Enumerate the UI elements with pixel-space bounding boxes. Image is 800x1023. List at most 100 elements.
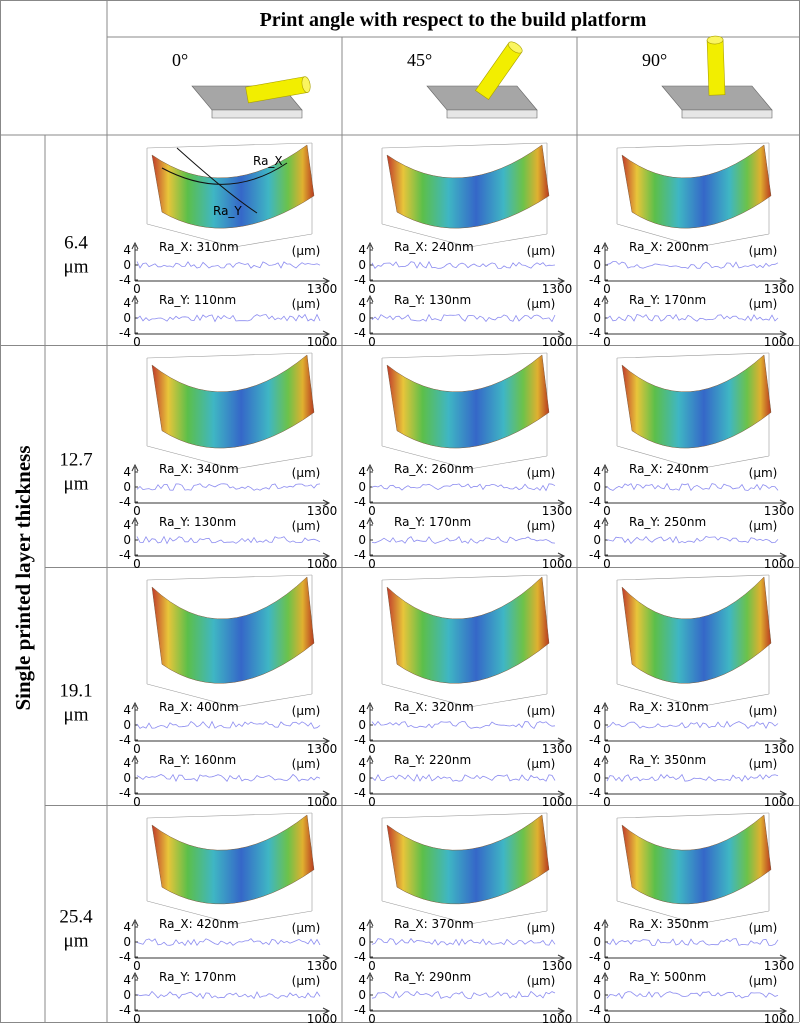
surface-plot <box>381 142 550 248</box>
roughness-label: Ra_X: 370nm <box>394 917 474 931</box>
wireframe <box>146 683 235 708</box>
surface-plot <box>616 142 772 248</box>
arrow <box>322 954 331 962</box>
arrow <box>131 241 139 250</box>
profile-trace <box>136 990 321 1000</box>
y-tick-label: 0 <box>123 771 131 785</box>
cylinder-end <box>301 76 311 93</box>
wireframe <box>146 812 313 819</box>
wireframe <box>146 142 313 149</box>
surface-plot <box>616 352 772 470</box>
surface-annotation: Ra_Y <box>213 204 242 218</box>
roughness-label: Ra_X: 200nm <box>629 240 709 254</box>
x-tick-label: 0 <box>603 504 611 518</box>
roughness-label: Ra_Y: 350nm <box>629 753 706 767</box>
profile-trace <box>371 536 556 544</box>
y-tick-label: 0 <box>123 258 131 272</box>
arrow <box>322 737 331 745</box>
roughness-label: Ra_X: 240nm <box>629 462 709 476</box>
roughness-label: Ra_Y: 130nm <box>159 515 236 529</box>
profile-trace <box>136 483 321 491</box>
x-tick-label: 0 <box>133 959 141 973</box>
wireframe <box>616 574 770 581</box>
thickness-unit: μm <box>64 257 89 278</box>
y-tick-label: 4 <box>593 243 601 257</box>
y-tick-label: -4 <box>589 495 601 509</box>
row-header: Single printed layer thickness <box>11 445 35 710</box>
platform-side <box>211 109 303 119</box>
x-tick-label: 0 <box>368 742 376 756</box>
profile-trace <box>136 773 321 783</box>
x-tick-label: 1300 <box>764 282 795 296</box>
unit-label: (μm) <box>749 704 778 718</box>
arrow <box>366 701 374 710</box>
y-tick-label: -4 <box>589 548 601 562</box>
profile-trace <box>136 720 321 729</box>
profile-trace <box>136 535 321 545</box>
wireframe <box>469 233 548 248</box>
x-tick-label: 1300 <box>764 504 795 518</box>
x-tick-label: 1300 <box>307 282 338 296</box>
x-tick-label: 1300 <box>764 959 795 973</box>
arrow <box>601 516 609 525</box>
wireframe <box>234 693 313 708</box>
roughness-label: Ra_X: 400nm <box>159 700 239 714</box>
profile-trace <box>371 773 556 782</box>
print-angle-icon <box>661 35 773 119</box>
profile-trace <box>606 261 779 269</box>
wireframe <box>146 352 313 359</box>
wireframe <box>381 223 470 248</box>
surface <box>621 576 772 684</box>
x-tick-label: 0 <box>603 282 611 296</box>
surface-annotation: Ra_X <box>253 154 283 168</box>
y-tick-label: 0 <box>593 311 601 325</box>
x-tick-label: 0 <box>133 557 141 571</box>
y-tick-label: 4 <box>123 756 131 770</box>
profile-trace <box>136 261 321 269</box>
wireframe <box>469 693 548 708</box>
surface-plot <box>146 352 315 470</box>
roughness-label: Ra_X: 320nm <box>394 700 474 714</box>
unit-label: (μm) <box>749 466 778 480</box>
x-tick-label: 1000 <box>542 1012 573 1023</box>
unit-label: (μm) <box>749 519 778 533</box>
x-tick-label: 1300 <box>307 959 338 973</box>
unit-label: (μm) <box>292 297 321 311</box>
roughness-label: Ra_X: 260nm <box>394 462 474 476</box>
y-tick-label: 0 <box>358 258 366 272</box>
arrow <box>779 499 788 507</box>
x-tick-label: 1300 <box>542 504 573 518</box>
surface <box>386 576 550 684</box>
surface-plot <box>616 812 772 925</box>
unit-label: (μm) <box>292 704 321 718</box>
wireframe <box>146 574 313 581</box>
x-tick-label: 0 <box>368 335 376 349</box>
x-tick-label: 0 <box>368 959 376 973</box>
arrow <box>322 1007 331 1015</box>
y-tick-label: 4 <box>358 920 366 934</box>
arrow <box>779 552 788 560</box>
profile-trace <box>606 313 779 322</box>
y-tick-label: -4 <box>119 326 131 340</box>
y-tick-label: 0 <box>593 480 601 494</box>
wireframe <box>381 142 548 149</box>
profile-trace <box>606 938 779 946</box>
y-tick-label: 4 <box>358 973 366 987</box>
x-tick-label: 0 <box>368 557 376 571</box>
wireframe <box>616 683 699 708</box>
wireframe <box>381 683 470 708</box>
x-tick-label: 0 <box>133 335 141 349</box>
surface-plot <box>381 574 550 708</box>
profile-trace <box>606 535 779 545</box>
arrow <box>322 330 331 338</box>
cylinder-end <box>706 35 724 45</box>
x-tick-label: 1300 <box>542 282 573 296</box>
arrow <box>366 294 374 303</box>
arrow <box>557 1007 566 1015</box>
y-tick-label: -4 <box>354 273 366 287</box>
unit-label: (μm) <box>527 244 556 258</box>
x-tick-label: 1300 <box>542 959 573 973</box>
thickness-unit: μm <box>64 931 89 952</box>
surface <box>151 354 315 449</box>
x-tick-label: 0 <box>603 742 611 756</box>
